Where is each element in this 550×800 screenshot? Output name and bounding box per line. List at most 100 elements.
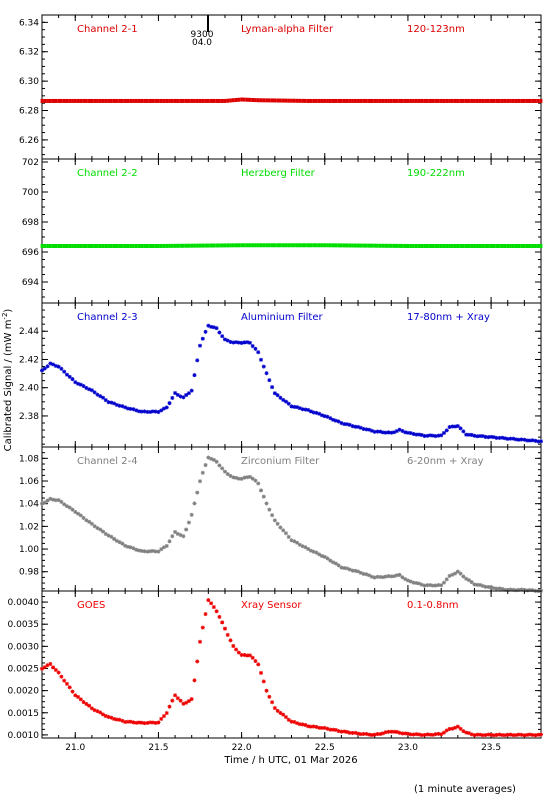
data-point (322, 725, 327, 730)
data-point (314, 550, 319, 555)
data-point (320, 98, 324, 103)
data-point (253, 346, 258, 351)
data-point (325, 556, 330, 561)
data-point (450, 572, 455, 577)
data-point (254, 98, 257, 103)
data-point (400, 428, 405, 433)
data-point (369, 574, 374, 579)
data-point (400, 243, 404, 248)
data-point (408, 579, 413, 584)
data-point (403, 577, 408, 582)
data-point (239, 652, 244, 657)
x-tick-label: 22.5 (315, 743, 335, 753)
data-point (536, 732, 541, 737)
data-point (353, 568, 358, 573)
data-point (157, 244, 160, 248)
data-point (461, 98, 465, 103)
data-point (137, 548, 142, 553)
data-point (534, 244, 537, 248)
data-point (278, 525, 283, 530)
y-axis-title-group: Calibrated Signal / (mW m-2) (1, 309, 14, 452)
data-point (186, 391, 191, 396)
data-point (353, 98, 357, 103)
data-point (159, 243, 163, 248)
y-tick-label: 0.0040 (8, 598, 40, 608)
data-point (281, 712, 286, 717)
data-point (509, 98, 512, 103)
data-point (290, 98, 293, 103)
data-point (403, 243, 407, 248)
data-point (134, 98, 138, 103)
data-point (489, 98, 493, 103)
data-point (434, 98, 438, 103)
data-series (40, 455, 543, 594)
data-point (118, 244, 122, 248)
data-point (422, 434, 427, 439)
data-point (359, 243, 363, 248)
data-point (498, 244, 501, 248)
data-point (320, 243, 324, 248)
data-point (43, 98, 47, 103)
data-point (73, 244, 77, 248)
data-point (101, 244, 105, 248)
data-point (530, 438, 535, 443)
data-point (82, 244, 85, 248)
data-point (444, 428, 449, 433)
data-point (222, 626, 227, 631)
data-point (48, 496, 53, 501)
data-point (184, 243, 188, 248)
data-point (522, 437, 527, 442)
data-point (300, 407, 305, 412)
data-point (383, 730, 388, 735)
data-point (87, 387, 92, 392)
panel-filter-label: Aluminium Filter (241, 312, 324, 323)
data-point (295, 540, 300, 545)
data-point (425, 433, 430, 438)
data-point (389, 574, 394, 579)
data-point (90, 98, 94, 103)
data-point (54, 244, 58, 248)
data-point (306, 243, 310, 248)
data-point (430, 433, 435, 438)
footnote: (1 minute averages) (414, 784, 516, 795)
data-point (237, 243, 241, 248)
panels: 6.26 6.28 6.30 6.32 6.34 Channel 2-1 Lyman-alp… (8, 14, 543, 753)
data-point (400, 575, 405, 580)
data-point (356, 569, 361, 574)
data-point (159, 547, 164, 552)
data-point (486, 732, 491, 737)
data-point (342, 243, 346, 248)
data-point (331, 98, 335, 103)
y-tick-label: 1.00 (19, 545, 39, 555)
data-point (528, 244, 532, 248)
data-point (198, 639, 203, 644)
data-point (167, 704, 172, 709)
data-point (419, 582, 424, 587)
data-point (281, 397, 286, 402)
data-point (48, 661, 53, 666)
data-point (279, 98, 282, 103)
data-point (231, 243, 235, 248)
data-point (114, 402, 119, 407)
data-point (120, 98, 124, 103)
data-point (275, 521, 280, 526)
data-point (342, 422, 347, 427)
panel-goes: 0.0010 0.0015 0.0020 0.0025 0.0030 0.0035 0.00… (8, 590, 543, 753)
data-point (120, 718, 125, 723)
data-point (256, 243, 260, 248)
panel-channel-label: Channel 2-3 (77, 312, 138, 323)
data-point (53, 363, 58, 368)
data-point (500, 586, 505, 591)
data-point (206, 98, 210, 103)
data-point (300, 544, 305, 549)
data-point (161, 406, 166, 411)
data-point (373, 98, 377, 103)
data-point (306, 98, 310, 103)
data-point (68, 244, 72, 248)
data-point (453, 571, 458, 576)
data-point (53, 498, 58, 503)
y-tick-label: 0.0015 (8, 709, 40, 719)
data-point (148, 409, 153, 414)
data-point (339, 421, 344, 426)
data-point (420, 244, 424, 248)
